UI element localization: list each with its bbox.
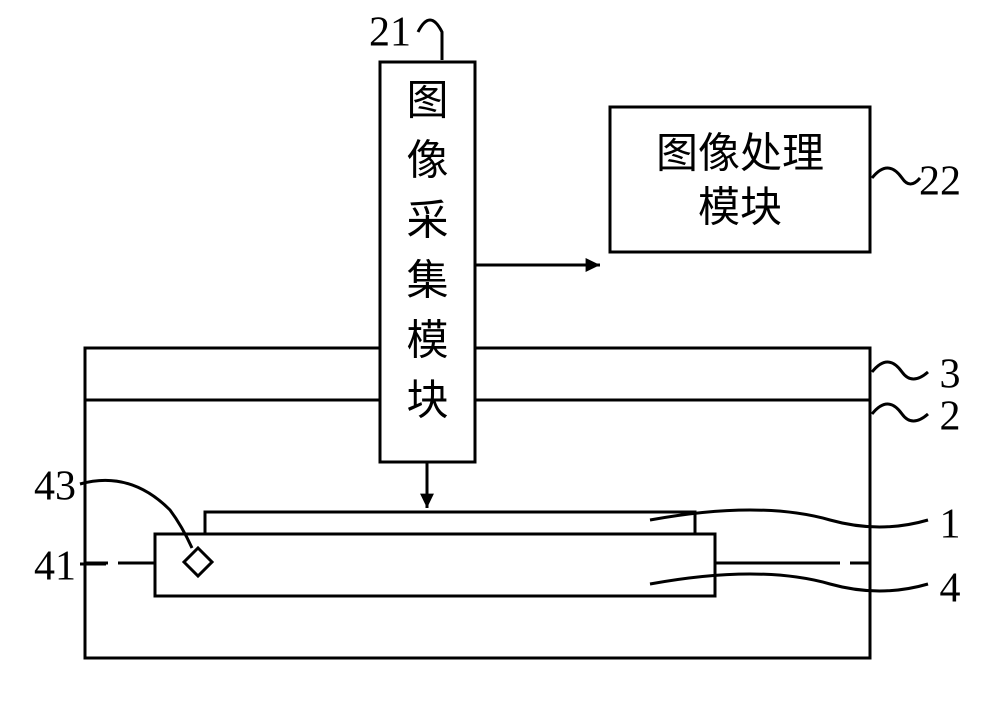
plate-1: [205, 512, 695, 534]
leader-22: [872, 168, 920, 184]
gap-left: [108, 558, 118, 568]
svg-text:像: 像: [406, 139, 448, 185]
label-41: 41: [34, 544, 76, 590]
label-22: 22: [919, 159, 961, 205]
label-4: 4: [940, 566, 961, 612]
image-process-label-2: 模块: [698, 186, 782, 232]
gap-right: [840, 558, 850, 568]
label-3: 3: [940, 352, 961, 398]
svg-text:块: 块: [406, 379, 448, 425]
leader-2: [872, 404, 928, 421]
svg-text:模: 模: [406, 319, 448, 365]
chamber-box: [85, 348, 870, 658]
plate-4: [155, 534, 715, 596]
image-process-label-1: 图像处理: [656, 132, 824, 178]
label-2: 2: [940, 394, 961, 440]
arrow-to-process-head: [586, 258, 600, 272]
svg-text:集: 集: [406, 259, 448, 305]
leader-21: [418, 20, 442, 60]
label-1: 1: [940, 502, 961, 548]
arrow-down-head: [420, 494, 434, 508]
svg-text:图: 图: [406, 79, 448, 125]
label-43: 43: [34, 464, 76, 510]
leader-3: [872, 362, 928, 379]
label-21: 21: [369, 10, 411, 56]
svg-text:采: 采: [406, 199, 448, 245]
